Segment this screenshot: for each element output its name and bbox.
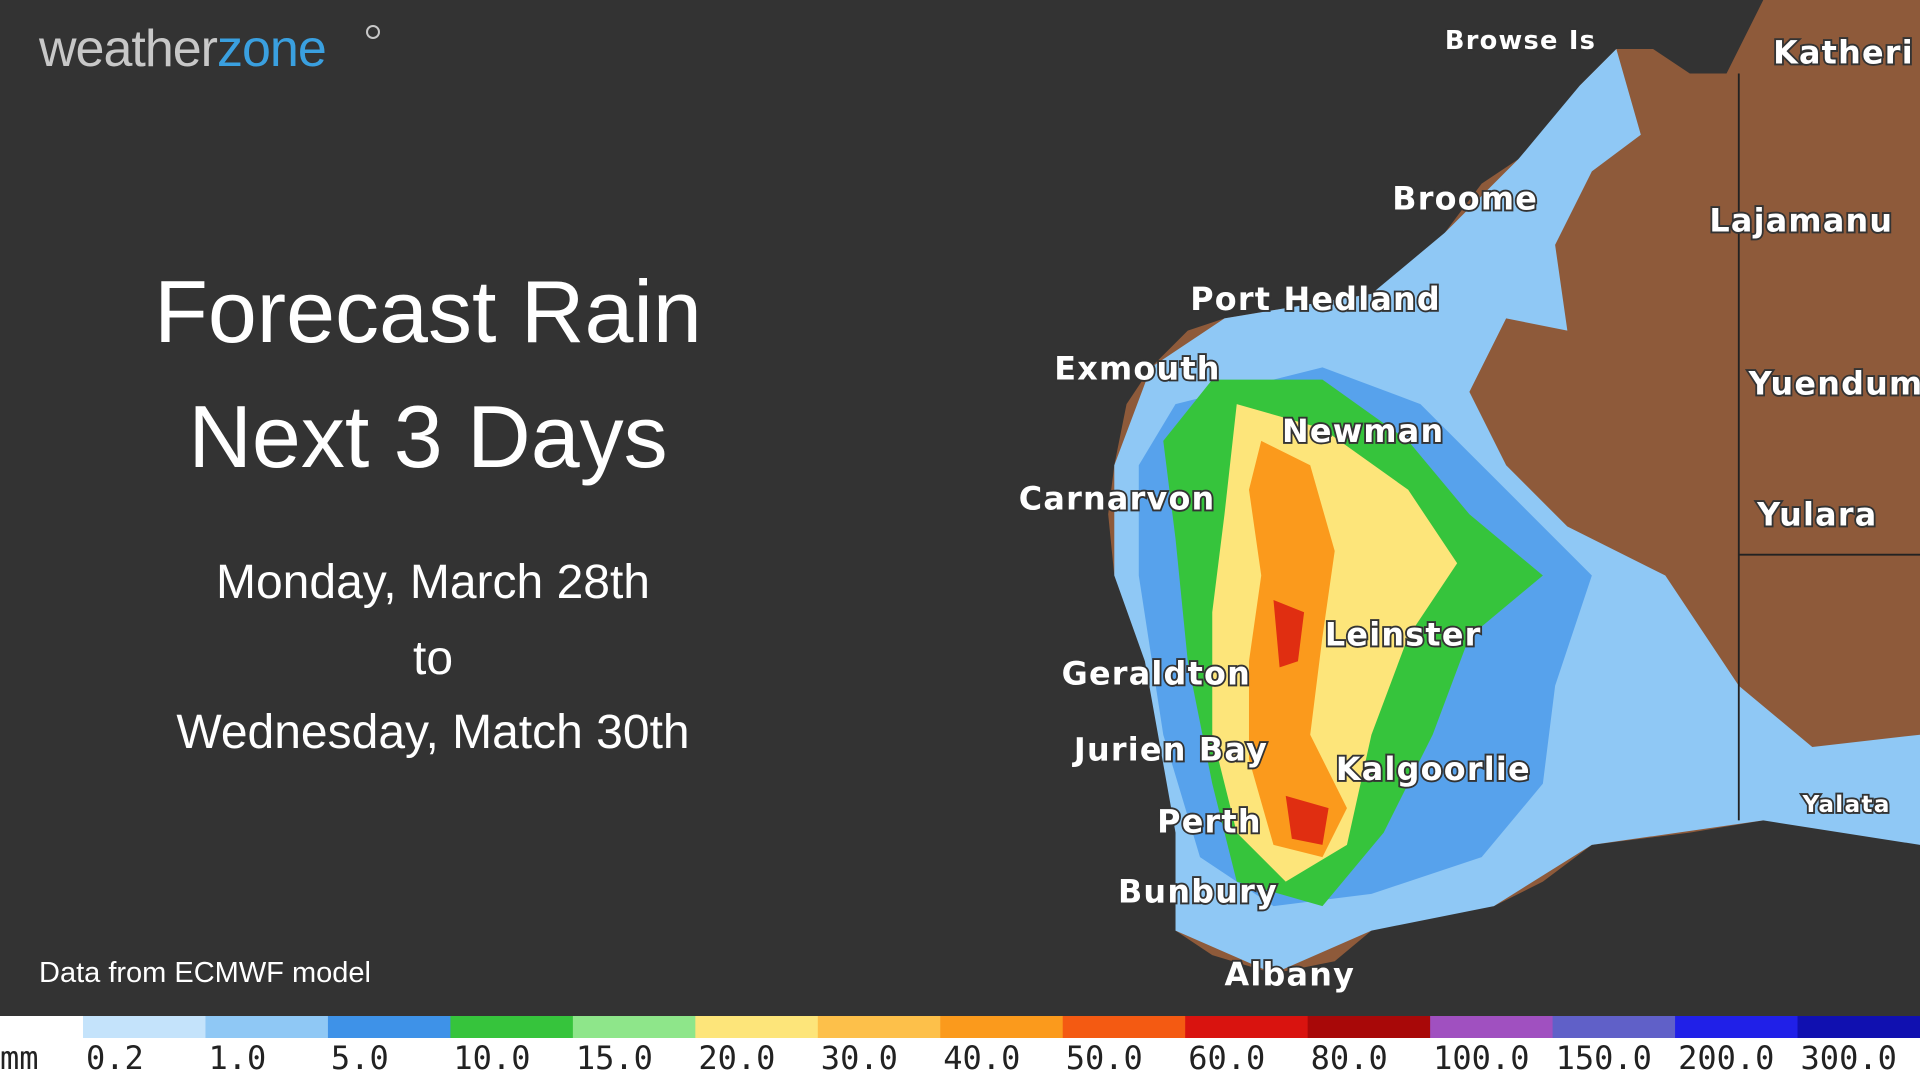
title-line: Next 3 Days	[188, 387, 667, 486]
legend: 0.2 1.0 5.0 10.0 15.0 20.0 30.0 40.0 50.0 60.0 80.…	[83, 1016, 1920, 1077]
legend-label: 100.0	[1433, 1039, 1529, 1077]
place-label: Jurien Bay	[1072, 730, 1268, 768]
place-label: Yulara	[1756, 495, 1877, 533]
legend-swatch	[817, 1016, 941, 1038]
date-line: to	[413, 632, 453, 685]
legend-label: 40.0	[943, 1039, 1020, 1077]
legend-swatch	[1307, 1016, 1431, 1038]
legend-label: 0.2	[86, 1039, 144, 1077]
legend-swatch	[1430, 1016, 1554, 1038]
legend-label: 300.0	[1801, 1039, 1897, 1077]
place-label: Yalata	[1801, 791, 1890, 818]
legend-swatch	[695, 1016, 819, 1038]
legend-unit: mm	[0, 1039, 39, 1077]
logo-weather: weather	[38, 20, 218, 78]
legend-label: 10.0	[453, 1039, 530, 1077]
date-line: Wednesday, Match 30th	[176, 706, 689, 759]
legend-label: 200.0	[1678, 1039, 1774, 1077]
place-label: Exmouth	[1054, 350, 1220, 388]
legend-swatch	[327, 1016, 451, 1038]
place-label: Yuendum	[1748, 364, 1920, 402]
place-label: Kalgoorlie	[1336, 750, 1531, 788]
place-label: Katheri	[1773, 34, 1914, 72]
place-label: Geraldton	[1062, 654, 1251, 692]
legend-swatch	[1675, 1016, 1799, 1038]
legend-label: 150.0	[1556, 1039, 1652, 1077]
legend-swatch	[572, 1016, 696, 1038]
legend-label: 60.0	[1188, 1039, 1265, 1077]
place-label: Lajamanu	[1709, 201, 1893, 239]
legend-swatch	[1797, 1016, 1920, 1038]
legend-swatch	[1552, 1016, 1676, 1038]
legend-label: 15.0	[576, 1039, 653, 1077]
legend-label: 50.0	[1066, 1039, 1143, 1077]
place-label: Carnarvon	[1019, 479, 1216, 517]
map: Browse Is Katheri Broome Lajamanu Port H…	[1017, 0, 1920, 996]
legend-label: 20.0	[698, 1039, 775, 1077]
source-note: Data from ECMWF model	[39, 957, 371, 989]
logo-mark	[366, 25, 380, 39]
date-line: Monday, March 28th	[216, 556, 650, 609]
legend-swatch	[940, 1016, 1064, 1038]
place-label: Bunbury	[1118, 872, 1278, 910]
place-label: Broome	[1392, 179, 1538, 217]
logo-zone: zone	[217, 20, 326, 78]
title-line: Forecast Rain	[154, 262, 702, 361]
legend-label: 5.0	[331, 1039, 389, 1077]
legend-swatch	[1185, 1016, 1309, 1038]
place-label: Port Hedland	[1190, 280, 1441, 318]
legend-swatch	[450, 1016, 574, 1038]
rain-red	[1273, 600, 1329, 845]
place-label: Newman	[1282, 412, 1444, 450]
legend-swatch	[205, 1016, 329, 1038]
logo: weatherzone	[38, 20, 326, 78]
place-label: Albany	[1225, 956, 1356, 994]
legend-label: 80.0	[1311, 1039, 1388, 1077]
legend-label: 30.0	[821, 1039, 898, 1077]
place-label: Perth	[1157, 803, 1262, 841]
legend-label: 1.0	[208, 1039, 266, 1077]
place-label: Browse Is	[1445, 26, 1596, 56]
place-label: Leinster	[1325, 615, 1482, 653]
legend-swatch	[83, 1016, 206, 1038]
legend-swatch	[1062, 1016, 1186, 1038]
